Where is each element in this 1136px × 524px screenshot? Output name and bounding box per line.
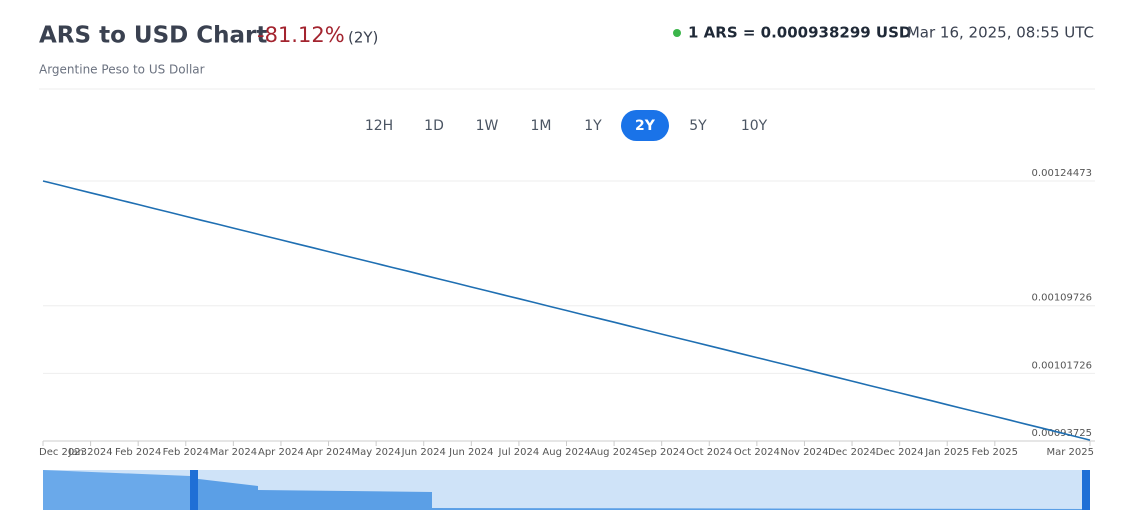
range-button[interactable]: 2Y <box>635 118 656 134</box>
x-tick-label: Apr 2024 <box>306 447 352 458</box>
x-tick-label: Oct 2024 <box>686 447 732 458</box>
timestamp: Mar 16, 2025, 08:55 UTC <box>907 24 1094 42</box>
x-tick-label: Feb 2024 <box>115 447 161 458</box>
x-tick-label: Jun 2024 <box>401 447 446 458</box>
x-tick-label: Feb 2024 <box>163 447 209 458</box>
x-tick-label: Nov 2024 <box>780 447 828 458</box>
x-tick-label: Jan 2024 <box>68 447 113 458</box>
x-tick-label: Dec 2024 <box>828 447 876 458</box>
live-dot <box>673 29 681 37</box>
title: ARS to USD Chart <box>39 23 267 49</box>
navigator-handle[interactable] <box>1082 470 1090 510</box>
x-tick-label: Jul 2024 <box>498 447 540 458</box>
x-tick-label: Aug 2024 <box>590 447 638 458</box>
x-tick-label: Mar 2025 <box>1047 447 1095 458</box>
x-tick-label: Feb 2025 <box>972 447 1018 458</box>
rate: 1 ARS = 0.000938299 USD <box>688 24 911 42</box>
range-button[interactable]: 1Y <box>584 118 602 134</box>
period: (2Y) <box>348 29 378 47</box>
navigator <box>43 470 1090 510</box>
range-button[interactable]: 1W <box>476 118 499 134</box>
navigator-area <box>190 478 1090 510</box>
x-tick-label: May 2024 <box>351 447 400 458</box>
range-button[interactable]: 5Y <box>689 118 707 134</box>
range-button[interactable]: 10Y <box>741 118 768 134</box>
x-tick-label: Sep 2024 <box>638 447 685 458</box>
navigator-area <box>43 470 190 510</box>
navigator-handle[interactable] <box>190 470 198 510</box>
range-button[interactable]: 12H <box>365 118 393 134</box>
x-tick-label: Dec 2024 <box>876 447 924 458</box>
range-button[interactable]: 1M <box>531 118 552 134</box>
x-tick-label: Mar 2024 <box>210 447 258 458</box>
range-button-bg[interactable] <box>621 110 669 141</box>
change: -81.12% <box>257 23 345 47</box>
x-tick-label: Jun 2024 <box>448 447 493 458</box>
range-button[interactable]: 1D <box>424 118 444 134</box>
y-tick-label: 0.00109726 <box>1032 293 1092 304</box>
subtitle: Argentine Peso to US Dollar <box>39 63 205 77</box>
x-tick-label: Apr 2024 <box>258 447 304 458</box>
x-tick-label: Aug 2024 <box>542 447 590 458</box>
x-tick-label: Jan 2025 <box>924 447 969 458</box>
price-line <box>42 180 1091 441</box>
y-tick-label: 0.00124473 <box>1032 168 1092 179</box>
x-tick-label: Oct 2024 <box>734 447 780 458</box>
x-tick-label: Dec 2023 <box>39 447 87 458</box>
y-tick-label: 0.00101726 <box>1032 360 1092 371</box>
